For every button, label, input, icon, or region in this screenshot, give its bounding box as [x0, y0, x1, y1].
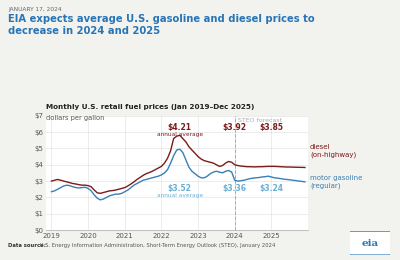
Text: $3.85: $3.85	[259, 123, 283, 132]
Text: annual average: annual average	[157, 193, 203, 198]
Text: EIA expects average U.S. gasoline and diesel prices to
decrease in 2024 and 2025: EIA expects average U.S. gasoline and di…	[8, 14, 315, 36]
Text: $3.36: $3.36	[223, 184, 247, 193]
FancyBboxPatch shape	[348, 231, 392, 255]
Text: $3.24: $3.24	[259, 184, 283, 193]
Text: diesel
(on-highway): diesel (on-highway)	[310, 144, 356, 158]
Text: JANUARY 17, 2024: JANUARY 17, 2024	[8, 6, 62, 11]
Text: Data source:: Data source:	[8, 243, 46, 248]
Text: $4.21: $4.21	[168, 123, 192, 132]
Text: dollars per gallon: dollars per gallon	[46, 115, 104, 121]
Text: U.S. Energy Information Administration, Short-Term Energy Outlook (STEO), Januar: U.S. Energy Information Administration, …	[38, 243, 275, 248]
Text: Monthly U.S. retail fuel prices (Jan 2019–Dec 2025): Monthly U.S. retail fuel prices (Jan 201…	[46, 105, 254, 110]
Text: annual average: annual average	[157, 132, 203, 137]
Text: motor gasoline
(regular): motor gasoline (regular)	[310, 175, 362, 189]
Text: $3.52: $3.52	[168, 184, 192, 193]
Text: eia: eia	[362, 239, 378, 248]
Text: STEO forecast: STEO forecast	[238, 118, 282, 123]
Text: $3.92: $3.92	[223, 123, 247, 132]
